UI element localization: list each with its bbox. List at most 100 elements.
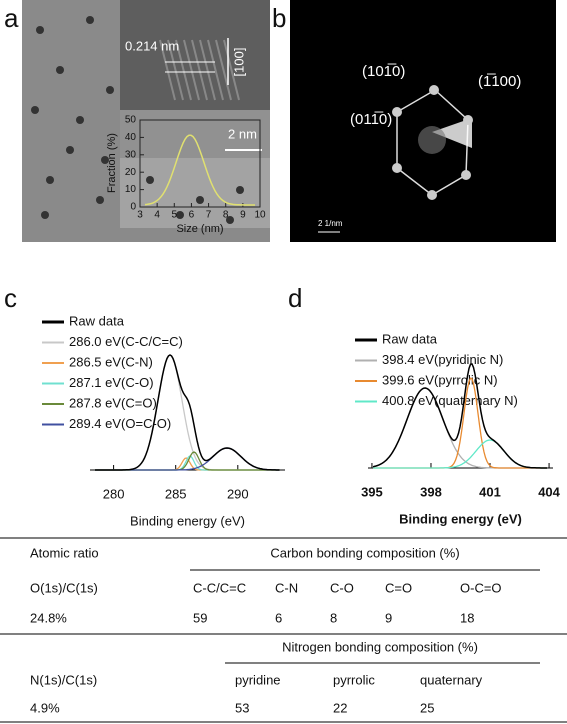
beam-stop: [432, 118, 472, 148]
x-tick-label: 8: [223, 210, 229, 221]
legend-label: 286.5 eV(C-N): [69, 354, 153, 369]
table-column-header: C-C/C=C: [193, 580, 246, 595]
nanoparticle: [31, 106, 39, 114]
panel-label: a: [4, 3, 19, 33]
y-tick-label: 40: [125, 132, 137, 143]
nanoparticle: [146, 176, 154, 184]
x-tick-label: 7: [206, 210, 212, 221]
panel-label: d: [288, 283, 302, 313]
x-tick-label: 395: [361, 484, 383, 499]
table-column-header: quaternary: [420, 672, 483, 687]
diffraction-spot: [463, 115, 473, 125]
table-cell: 6: [275, 610, 282, 625]
scale-bar-label: 2 1/nm: [318, 219, 343, 228]
lattice-fringe: [159, 39, 176, 101]
x-tick-label: 9: [240, 210, 246, 221]
legend-label: 287.8 eV(C=O): [69, 395, 157, 410]
fit-peak: [95, 354, 280, 471]
nanoparticle: [196, 196, 204, 204]
legend-label: 287.1 eV(C-O): [69, 375, 154, 390]
table-column-header: C-O: [330, 580, 354, 595]
x-tick-label: 285: [165, 486, 187, 501]
table-cell: 8: [330, 610, 337, 625]
legend-label: 399.6 eV(pyrrolic N): [382, 372, 498, 387]
center-spot: [418, 126, 446, 154]
x-tick-label: 401: [479, 484, 501, 499]
x-tick-label: 404: [538, 484, 560, 499]
x-tick-label: 280: [103, 486, 125, 501]
lattice-fringe: [167, 39, 184, 101]
diffraction-spot: [461, 170, 471, 180]
legend-label: 400.8 eV(quaternary N): [382, 393, 518, 408]
scale-bar-label: 2 nm: [228, 126, 257, 141]
nanoparticle: [41, 211, 49, 219]
panel-label: b: [272, 3, 286, 33]
fit-peak: [95, 451, 280, 471]
x-axis-label: Binding energy (eV): [399, 511, 522, 526]
x-tick-label: 290: [227, 486, 249, 501]
direction-label: [100]: [231, 48, 246, 77]
spot-label: (101̅0): [362, 63, 405, 80]
legend-label: 286.0 eV(C-C/C=C): [69, 334, 183, 349]
table-column-header: O-C=O: [460, 580, 502, 595]
nanoparticle: [76, 116, 84, 124]
saed-image: [290, 0, 556, 242]
table-cell: 59: [193, 610, 207, 625]
histogram-frame: [139, 119, 261, 208]
lattice-fringe: [183, 39, 200, 101]
lattice-fringe: [215, 39, 232, 101]
legend-label: Raw data: [69, 313, 125, 328]
lattice-fringe: [207, 39, 224, 101]
lattice-fringe: [191, 39, 208, 101]
table-row-label: N(1s)/C(1s): [30, 672, 97, 687]
lattice-fringe: [223, 39, 240, 101]
table-header: Carbon bonding composition (%): [270, 545, 459, 560]
legend-label: 398.4 eV(pyridinic N): [382, 352, 503, 367]
spot-label: (011̅0): [350, 111, 392, 128]
table-header: Atomic ratio: [30, 545, 99, 560]
x-tick-label: 398: [420, 484, 442, 499]
diffraction-spot: [392, 107, 402, 117]
nanoparticle: [96, 196, 104, 204]
legend-label: Raw data: [382, 331, 438, 346]
nanoparticle: [86, 16, 94, 24]
table-cell: 53: [235, 700, 249, 715]
diffraction-spot: [429, 85, 439, 95]
table-cell: 24.8%: [30, 610, 67, 625]
diffraction-spot: [427, 190, 437, 200]
y-tick-label: 50: [125, 115, 137, 126]
y-tick-label: 0: [130, 202, 136, 213]
x-tick-label: 10: [254, 210, 266, 221]
table-header: Nitrogen bonding composition (%): [282, 639, 478, 654]
table-row-label: O(1s)/C(1s): [30, 580, 98, 595]
x-tick-label: 5: [172, 210, 178, 221]
histogram-bg: [120, 110, 270, 228]
table-column-header: C=O: [385, 580, 412, 595]
raw-data: [95, 354, 280, 471]
nanoparticle: [46, 176, 54, 184]
nanoparticle: [226, 216, 234, 224]
diffraction-spot: [392, 163, 402, 173]
nanoparticle: [106, 86, 114, 94]
nanoparticle: [36, 26, 44, 34]
y-tick-label: 10: [125, 184, 137, 195]
lattice-fringe: [175, 39, 192, 101]
y-tick-label: 20: [125, 167, 137, 178]
nanoparticle: [56, 66, 64, 74]
table-cell: 9: [385, 610, 392, 625]
x-tick-label: 6: [189, 210, 195, 221]
x-tick-label: 3: [137, 210, 143, 221]
nanoparticle: [176, 211, 184, 219]
table-cell: 4.9%: [30, 700, 60, 715]
table-cell: 18: [460, 610, 474, 625]
panel-label: c: [4, 283, 17, 313]
table-column-header: C-N: [275, 580, 298, 595]
table-column-header: pyridine: [235, 672, 281, 687]
x-axis-label: Size (nm): [176, 223, 223, 235]
spot-label: (1̅100): [478, 73, 521, 90]
table-column-header: pyrrolic: [333, 672, 375, 687]
x-tick-label: 4: [154, 210, 160, 221]
nanoparticle: [66, 146, 74, 154]
